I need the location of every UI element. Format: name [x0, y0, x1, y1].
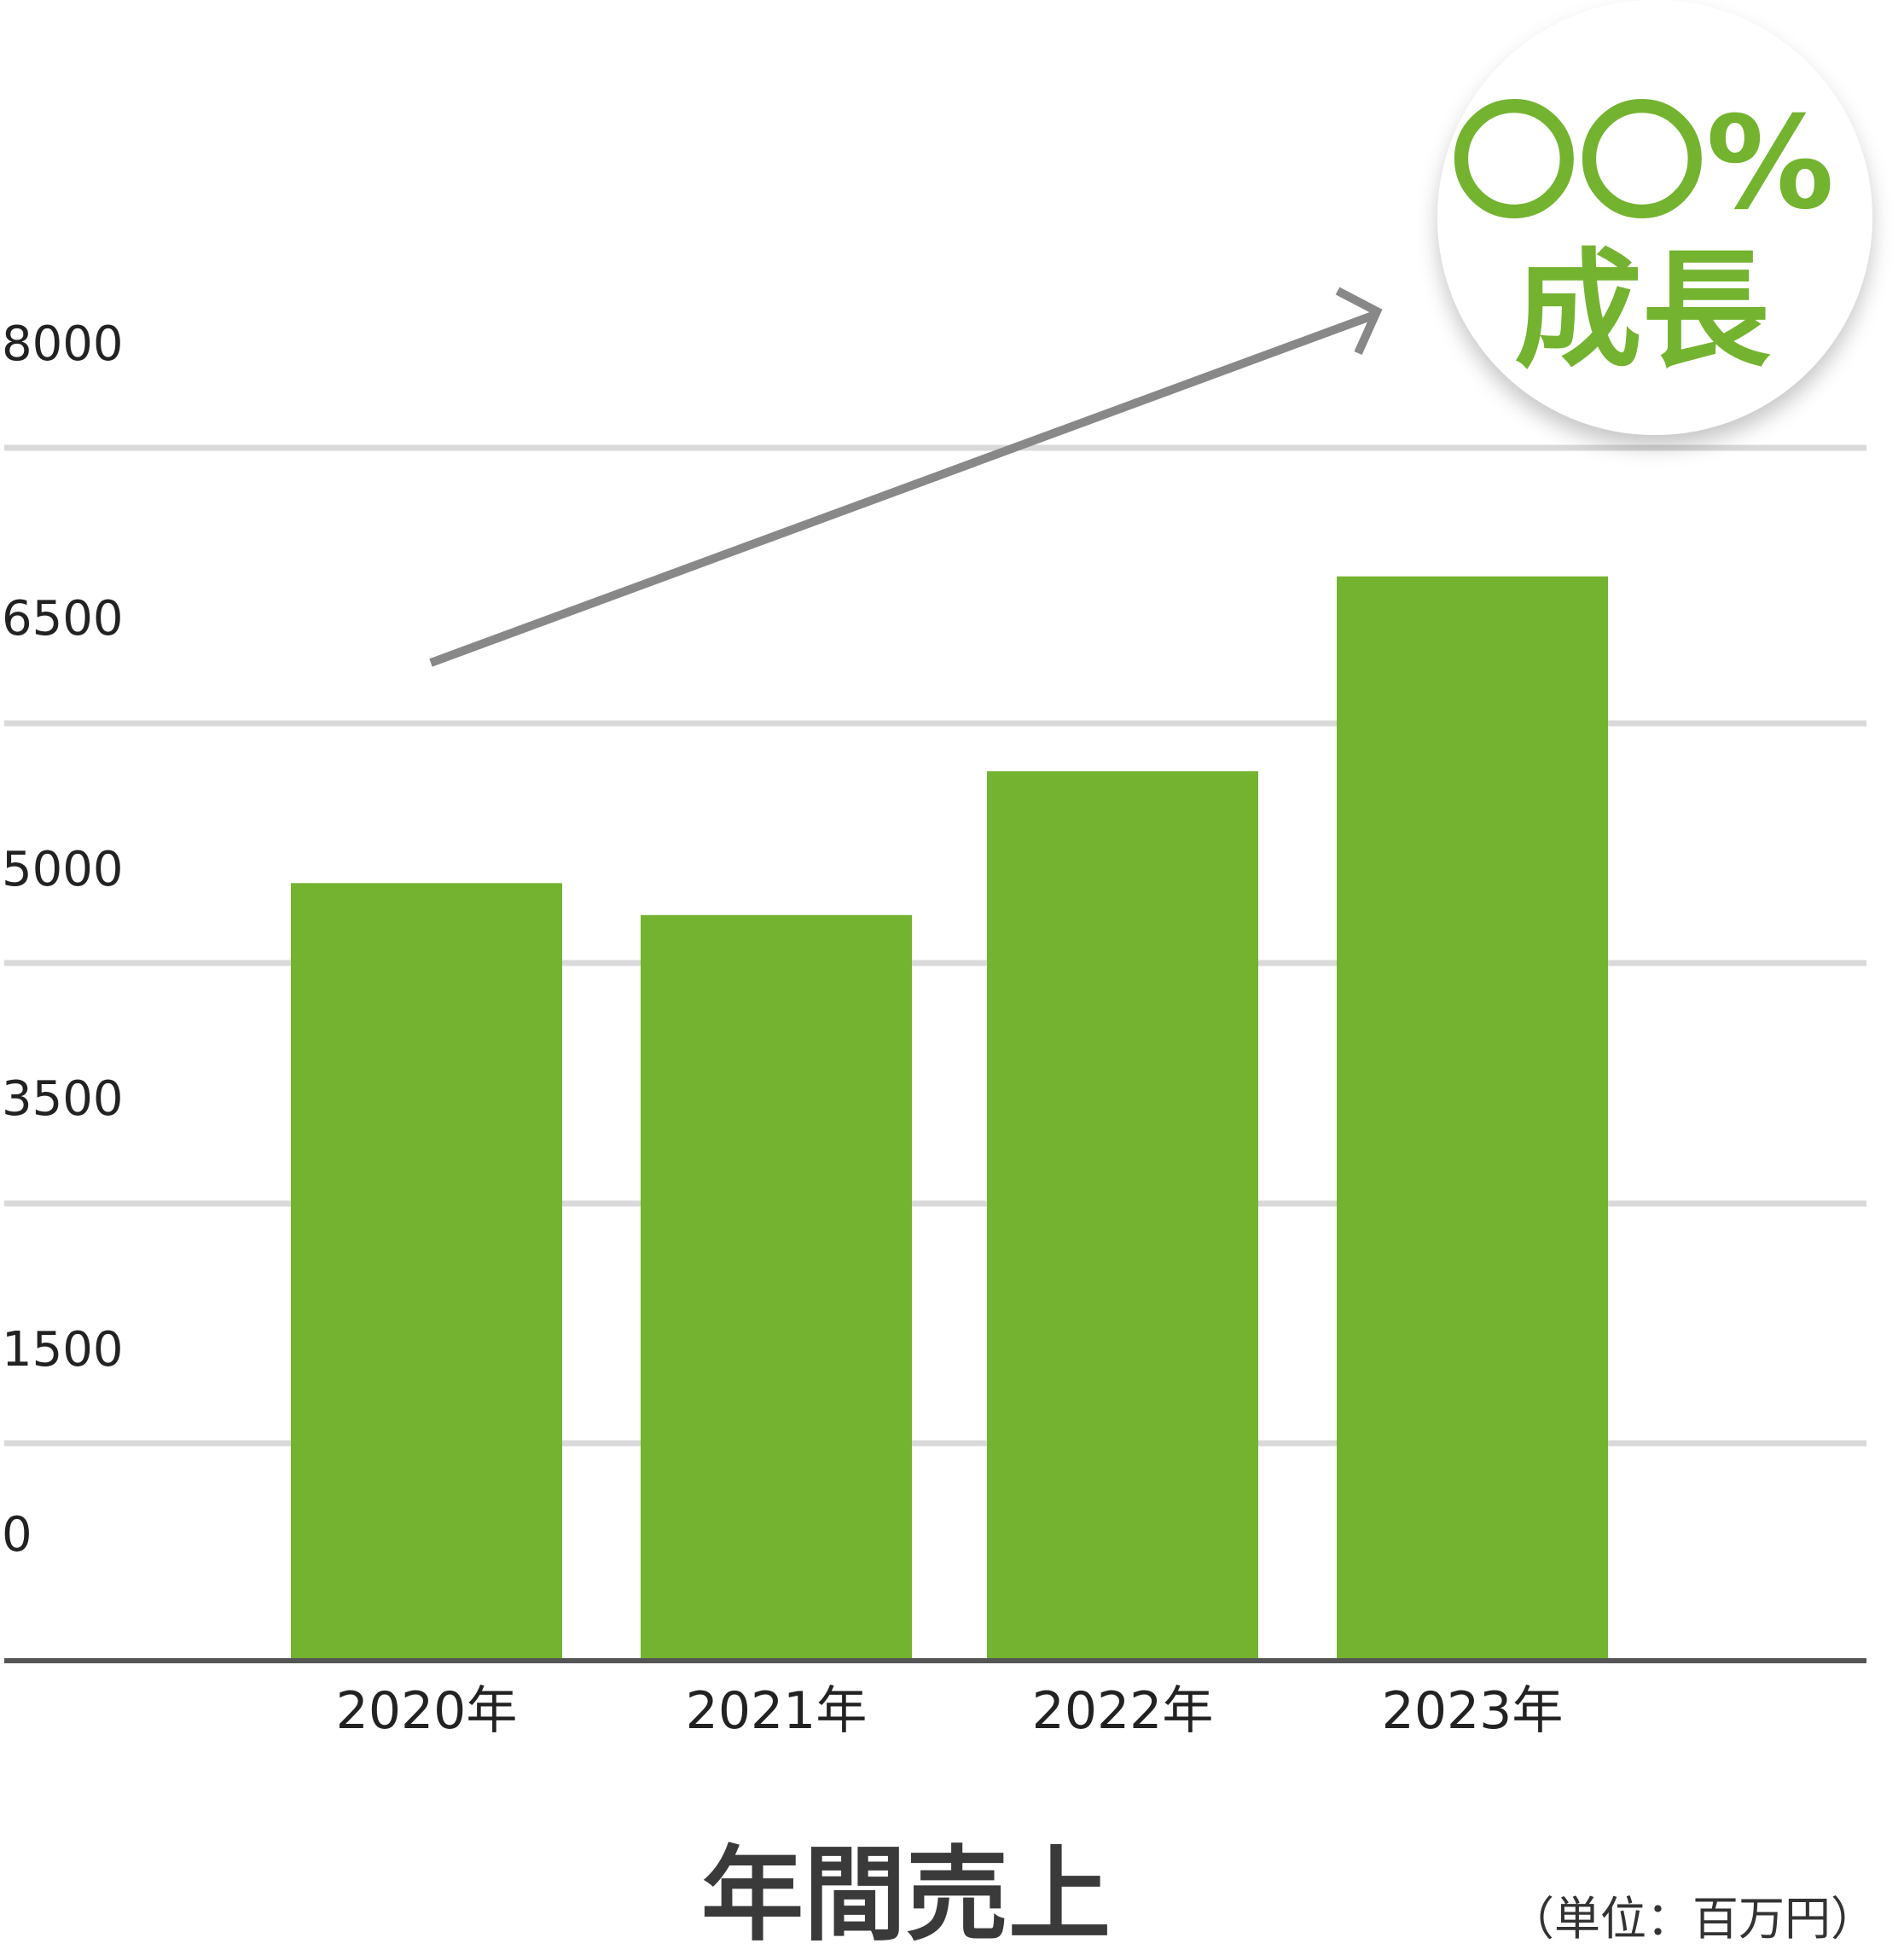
x-tick-label: 2020年	[336, 1681, 518, 1741]
badge-growth-label: 成長	[1514, 237, 1771, 386]
x-tick-label: 2021年	[686, 1681, 868, 1741]
chart-title: 年間売上	[701, 1836, 1111, 1955]
y-tick-label: 1500	[2, 1322, 124, 1378]
growth-badge: 〇〇% 成長	[1437, 0, 1872, 435]
bar-2022年	[987, 771, 1258, 1662]
y-tick-label: 5000	[2, 842, 124, 897]
trend-arrow-icon	[429, 287, 1383, 667]
x-tick-label: 2022年	[1032, 1681, 1214, 1741]
bar-2023年	[1337, 576, 1608, 1661]
y-tick-label: 0	[2, 1507, 32, 1563]
x-tick-label: 2023年	[1382, 1681, 1564, 1741]
badge-growth-percent: 〇〇%	[1450, 90, 1834, 238]
x-axis-tick-labels: 2020年 2021年 2022年 2023年	[336, 1681, 1564, 1741]
y-tick-label: 8000	[2, 316, 124, 372]
badge-circle	[1437, 0, 1872, 435]
y-tick-label: 6500	[2, 591, 124, 647]
bars	[291, 576, 1608, 1662]
bar-2021年	[641, 914, 912, 1661]
y-axis-tick-labels: 0 1500 3500 5000 6500 8000	[2, 316, 124, 1563]
y-tick-label: 3500	[2, 1071, 124, 1127]
bar-2020年	[291, 883, 562, 1661]
unit-label: （単位：百万円）	[1508, 1892, 1877, 1946]
